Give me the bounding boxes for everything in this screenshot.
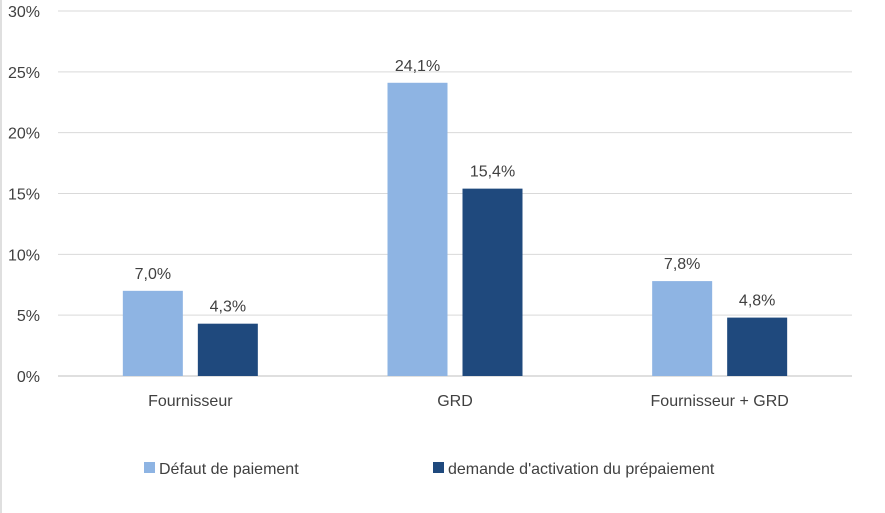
y-tick-label: 10% <box>8 247 40 264</box>
y-tick-label: 0% <box>17 369 40 386</box>
y-tick-label: 25% <box>8 65 40 82</box>
bars <box>122 82 788 377</box>
category-label: Fournisseur <box>148 393 233 410</box>
legend-label: demande d'activation du prépaiement <box>448 461 715 478</box>
bar-defaut-1 <box>387 82 448 377</box>
gridlines <box>58 10 852 377</box>
legend-label: Défaut de paiement <box>159 461 299 478</box>
y-tick-label: 5% <box>17 308 40 325</box>
y-tick-label: 20% <box>8 126 40 143</box>
data-label: 24,1% <box>395 58 440 75</box>
bar-prepaiement-2 <box>727 317 788 376</box>
category-label: GRD <box>437 393 473 410</box>
data-labels: 7,0% 4,3% 24,1% 15,4% 7,8% 4,8% <box>135 58 776 316</box>
data-label: 4,3% <box>210 299 246 316</box>
bar-prepaiement-0 <box>197 323 258 376</box>
bar-defaut-2 <box>652 281 713 376</box>
legend: Défaut de paiement demande d'activation d… <box>144 461 715 478</box>
bar-defaut-0 <box>122 290 183 376</box>
y-tick-label: 15% <box>8 187 40 204</box>
data-label: 15,4% <box>470 164 515 181</box>
data-label: 7,8% <box>664 256 700 273</box>
legend-swatch <box>433 462 444 473</box>
bar-prepaiement-1 <box>462 188 523 376</box>
category-label: Fournisseur + GRD <box>651 393 789 410</box>
y-axis-ticks: 0% 5% 10% 15% 20% 25% 30% <box>8 4 40 386</box>
legend-swatch <box>144 462 155 473</box>
y-tick-label: 30% <box>8 4 40 21</box>
category-labels: Fournisseur GRD Fournisseur + GRD <box>148 393 789 410</box>
data-label: 4,8% <box>739 293 775 310</box>
data-label: 7,0% <box>135 266 171 283</box>
